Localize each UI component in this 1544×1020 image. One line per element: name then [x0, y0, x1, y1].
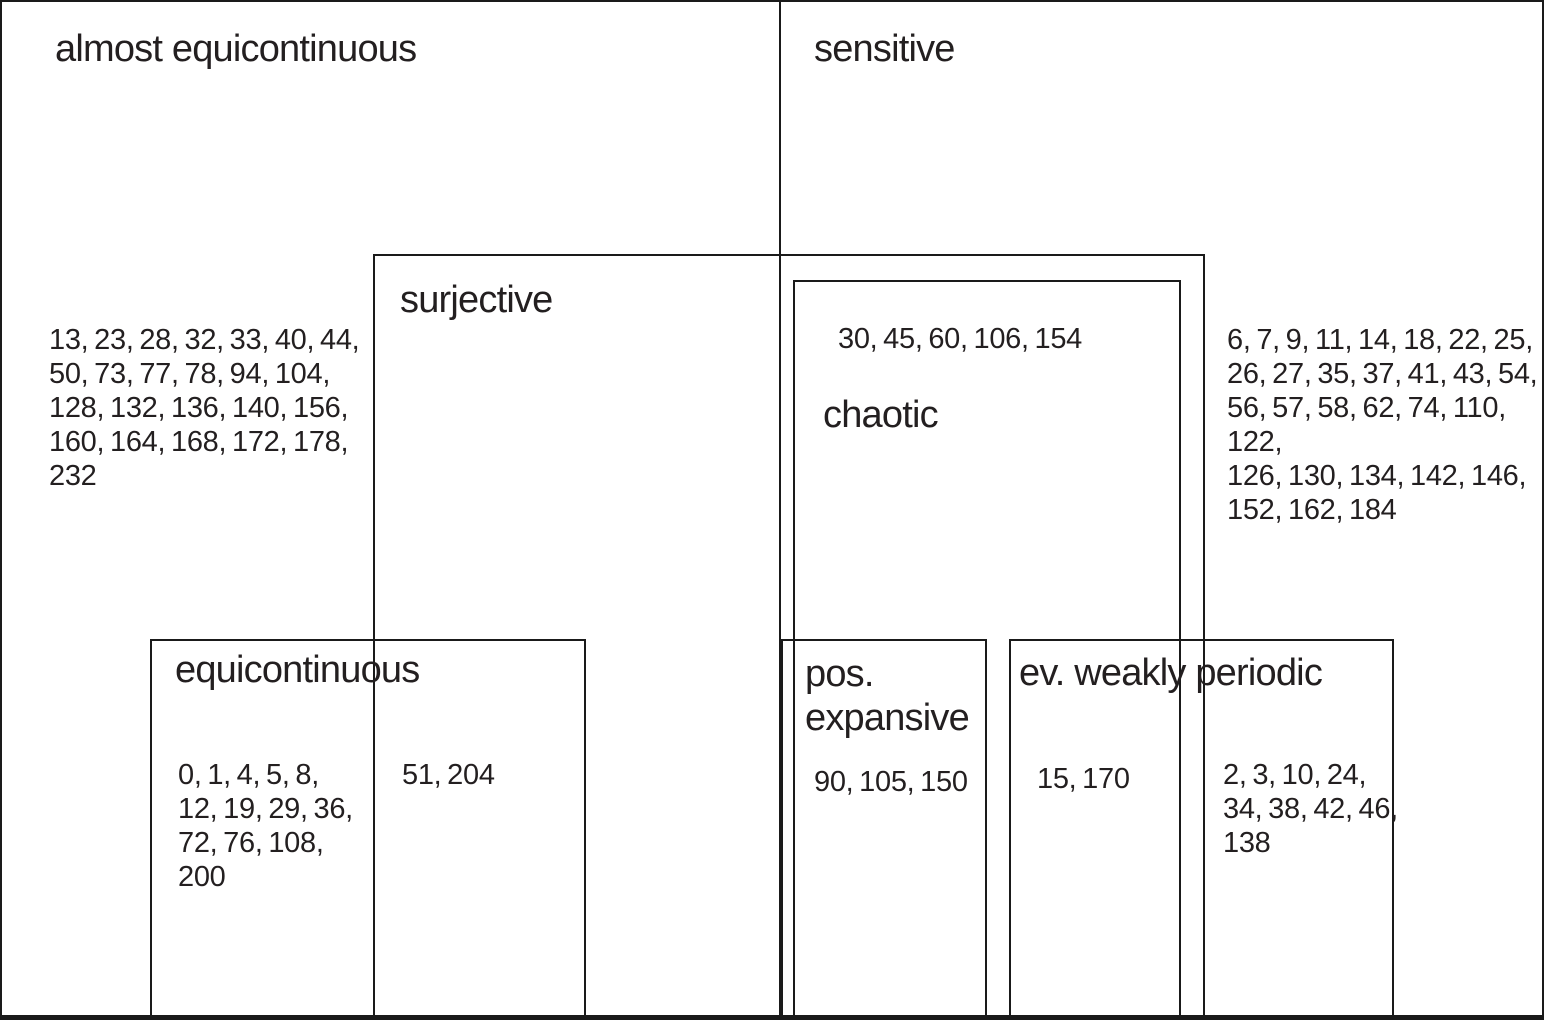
- pos-expansive-box: [781, 639, 987, 1015]
- ev-weakly-periodic-label: ev. weakly periodic: [1019, 652, 1323, 694]
- sensitive-label: sensitive: [814, 28, 955, 70]
- surjective-box: [373, 254, 1205, 1015]
- surjective-label: surjective: [400, 279, 553, 321]
- chaotic-label: chaotic: [823, 394, 939, 436]
- rules-almost-equicontinuous-only: 13, 23, 28, 32, 33, 40, 44, 50, 73, 77, …: [49, 324, 360, 492]
- pos-expansive-label: pos. expansive: [805, 653, 970, 739]
- rules-equicontinuous-surjective: 51, 204: [402, 759, 495, 791]
- rules-equicontinuous-only: 0, 1, 4, 5, 8, 12, 19, 29, 36, 72, 76, 1…: [178, 759, 353, 893]
- almost-equicontinuous-label: almost equicontinuous: [55, 28, 417, 70]
- rules-sensitive-only: 6, 7, 9, 11, 14, 18, 22, 25, 26, 27, 35,…: [1227, 324, 1538, 526]
- equicontinuous-label: equicontinuous: [175, 649, 420, 691]
- rules-ev-weakly-periodic-chaotic: 15, 170: [1037, 763, 1130, 795]
- ev-weakly-periodic-box: [1009, 639, 1394, 1015]
- rules-chaotic: 30, 45, 60, 106, 154: [838, 323, 1082, 355]
- chaotic-box: [793, 280, 1181, 1015]
- rules-ev-weakly-periodic-only: 2, 3, 10, 24, 34, 38, 42, 46, 138: [1223, 759, 1398, 859]
- equicontinuous-box: [150, 639, 586, 1015]
- sensitive-divider-line: [779, 2, 781, 1015]
- rules-pos-expansive: 90, 105, 150: [814, 766, 968, 798]
